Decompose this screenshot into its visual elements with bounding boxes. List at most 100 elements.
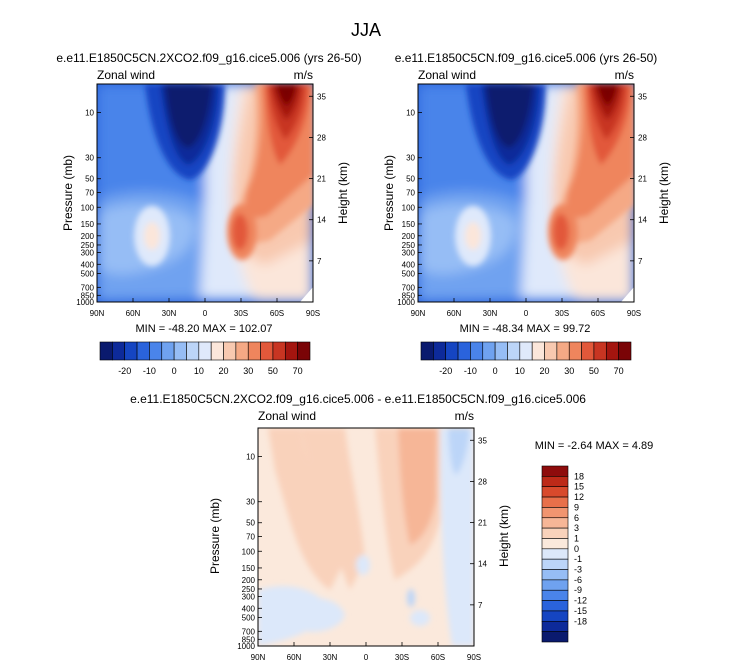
- colorbar-diff-label: -1: [574, 554, 582, 564]
- panel-diff-variable-label: Zonal wind: [258, 409, 316, 423]
- height-tick-label: 14: [478, 560, 487, 569]
- colorbar-left-swatch: [260, 341, 274, 361]
- pressure-tick-label: 250: [81, 241, 95, 250]
- colorbar-left-label: 50: [268, 366, 278, 376]
- colorbar-right-swatch: [531, 341, 545, 361]
- lat-tick-label: 90S: [467, 653, 481, 662]
- panel-left-stats: MIN = -48.20 MAX = 102.07: [136, 323, 273, 335]
- panel-left-variable-label: Zonal wind: [97, 68, 155, 82]
- lat-tick-label: 30S: [395, 653, 409, 662]
- panel-right-variable-label: Zonal wind: [418, 68, 476, 82]
- pressure-tick-label: 30: [85, 154, 94, 163]
- pressure-tick-label: 10: [85, 109, 94, 118]
- pressure-tick-label: 100: [81, 203, 95, 212]
- pressure-tick-label: 700: [81, 283, 95, 292]
- colorbar-diff-label: 12: [574, 492, 584, 502]
- height-tick-label: 21: [317, 175, 326, 184]
- colorbar-diff-label: 9: [574, 502, 579, 512]
- pressure-tick-label: 70: [85, 189, 94, 198]
- panel-diff-title: e.e11.E1850C5CN.2XCO2.f09_g16.cice5.006 …: [130, 392, 586, 406]
- colorbar-right-swatch: [568, 341, 582, 361]
- colorbar-diff-swatch: [541, 569, 569, 581]
- height-tick-label: 7: [317, 257, 322, 266]
- pressure-tick-label: 300: [402, 248, 416, 257]
- colorbar-left-swatch: [272, 341, 286, 361]
- lat-tick-label: 0: [524, 309, 529, 318]
- colorbar-right-label: 70: [614, 366, 624, 376]
- colorbar-diff-swatch: [541, 589, 569, 601]
- colorbar-left-swatch: [223, 341, 237, 361]
- lat-tick-label: 60S: [591, 309, 605, 318]
- pressure-tick-label: 150: [402, 220, 416, 229]
- colorbar-diff-label: 15: [574, 482, 584, 492]
- colorbar-left-swatch: [149, 341, 163, 361]
- colorbar-left-swatch: [284, 341, 298, 361]
- pressure-tick-label: 850: [402, 291, 416, 300]
- colorbar-right-swatch: [605, 341, 619, 361]
- colorbar-right-swatch: [556, 341, 570, 361]
- colorbar-left-swatch: [235, 341, 249, 361]
- height-tick-label: 21: [478, 519, 487, 528]
- pressure-tick-label: 400: [402, 260, 416, 269]
- colorbar-right-swatch: [433, 341, 447, 361]
- colorbar-diff-swatch: [541, 486, 569, 498]
- colorbar-diff-swatch: [541, 517, 569, 529]
- colorbar-diff-label: 6: [574, 513, 579, 523]
- colorbar-diff-swatch: [541, 620, 569, 632]
- panel-right-stats: MIN = -48.34 MAX = 99.72: [460, 323, 591, 335]
- panel-left: e.e11.E1850C5CN.2XCO2.f09_g16.cice5.006 …: [56, 51, 361, 335]
- lat-tick-label: 30N: [162, 309, 177, 318]
- colorbar-right-swatch: [494, 341, 508, 361]
- colorbar-right-label: -20: [439, 366, 452, 376]
- colorbar-diff-swatch: [541, 600, 569, 612]
- pressure-tick-label: 150: [81, 220, 95, 229]
- colorbar-left-swatch: [297, 341, 311, 361]
- lat-tick-label: 60S: [431, 653, 445, 662]
- colorbar-diff-swatch: [541, 558, 569, 570]
- pressure-tick-label: 200: [242, 576, 256, 585]
- pressure-tick-label: 400: [242, 604, 256, 613]
- colorbar-left-swatch: [210, 341, 224, 361]
- colorbar-right-label: 30: [564, 366, 574, 376]
- pressure-tick-label: 50: [246, 519, 255, 528]
- height-tick-label: 28: [317, 133, 326, 142]
- panel-right-field: [418, 84, 634, 302]
- colorbar-left-swatch: [124, 341, 138, 361]
- lat-tick-label: 30N: [323, 653, 338, 662]
- lat-tick-label: 30S: [234, 309, 248, 318]
- pressure-tick-label: 700: [402, 283, 416, 292]
- panel-right-title: e.e11.E1850C5CN.f09_g16.cice5.006 (yrs 2…: [395, 51, 658, 65]
- pressure-tick-label: 10: [406, 109, 415, 118]
- pressure-tick-label: 500: [81, 269, 95, 278]
- colorbar-diff-label: -6: [574, 575, 582, 585]
- panel-right: e.e11.E1850C5CN.f09_g16.cice5.006 (yrs 2…: [382, 51, 671, 335]
- height-tick-label: 14: [638, 216, 647, 225]
- colorbar-left-swatch: [186, 341, 200, 361]
- colorbar-diff-label: -12: [574, 596, 587, 606]
- pressure-tick-label: 100: [402, 203, 416, 212]
- lat-tick-label: 90N: [251, 653, 266, 662]
- pressure-tick-label: 850: [242, 635, 256, 644]
- pressure-tick-label: 150: [242, 564, 256, 573]
- panel-left-y2-axis-label: Height (km): [336, 162, 350, 224]
- colorbar-left-swatch: [198, 341, 212, 361]
- colorbar-diff-swatch: [541, 496, 569, 508]
- lat-tick-label: 0: [364, 653, 369, 662]
- colorbar-left-swatch: [112, 341, 126, 361]
- pressure-tick-label: 200: [402, 232, 416, 241]
- pressure-tick-label: 30: [406, 154, 415, 163]
- colorbar-left-label: -10: [143, 366, 156, 376]
- colorbar-diff-label: 0: [574, 544, 579, 554]
- colorbar-right-label: 20: [540, 366, 550, 376]
- colorbar-right-swatch: [470, 341, 484, 361]
- lat-tick-label: 90N: [90, 309, 105, 318]
- axis-ticks: 1030507010015020025030040050070085010003…: [76, 92, 647, 662]
- colorbar-right-swatch: [593, 341, 607, 361]
- panel-right-y-axis-label: Pressure (mb): [382, 155, 396, 231]
- colorbar-diff-swatch: [541, 579, 569, 591]
- lat-tick-label: 30N: [483, 309, 498, 318]
- height-tick-label: 35: [478, 436, 487, 445]
- pressure-tick-label: 400: [81, 260, 95, 269]
- colorbar-right-label: -10: [464, 366, 477, 376]
